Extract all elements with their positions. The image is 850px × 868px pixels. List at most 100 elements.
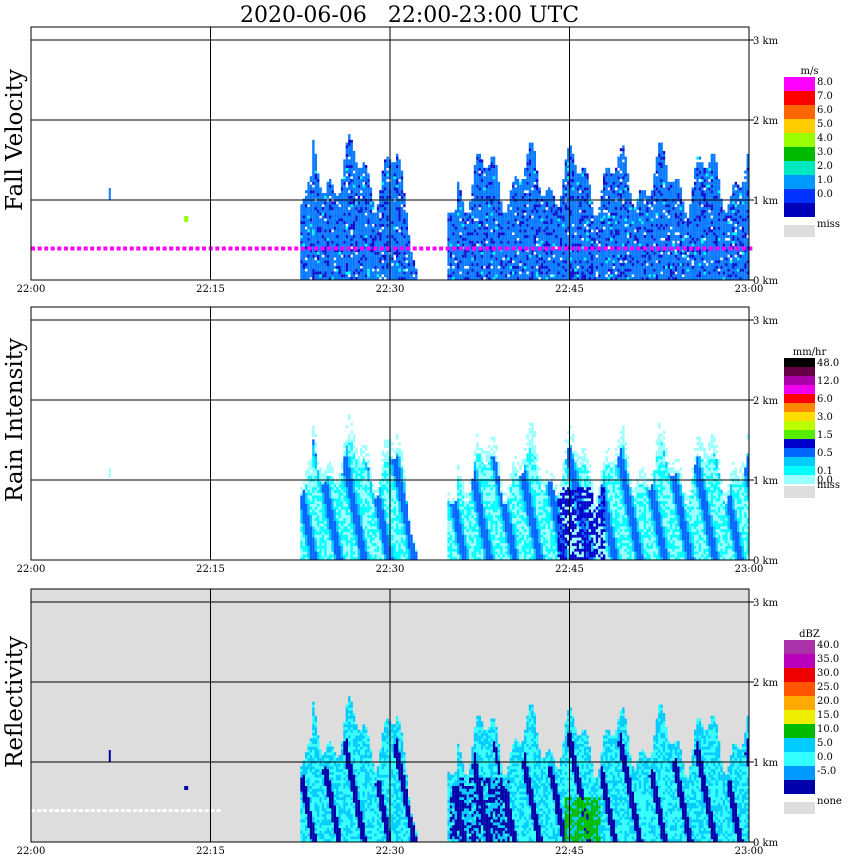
- clear-air-mark: [138, 809, 143, 812]
- bright-band-mark: [656, 246, 661, 251]
- colorbar-label: 15.0: [817, 710, 839, 721]
- colorbar-swatch: [784, 105, 815, 119]
- bright-band-mark: [452, 246, 457, 251]
- bright-band-mark: [83, 246, 88, 251]
- colorbar-swatch: [784, 367, 815, 376]
- colorbar-swatch: [784, 475, 815, 484]
- colorbar-swatch: [784, 654, 815, 668]
- bright-band-mark: [412, 246, 417, 251]
- bright-band-mark: [583, 246, 588, 251]
- bright-band-mark: [722, 246, 727, 251]
- colorbar-swatch: [784, 457, 815, 466]
- bright-band-mark: [123, 246, 128, 251]
- bright-band-mark: [649, 246, 654, 251]
- y-tick-label: 2 km: [753, 116, 779, 127]
- bright-band-mark: [715, 246, 720, 251]
- isolated-echo: [108, 750, 111, 762]
- bright-band-mark: [221, 246, 226, 251]
- bright-band-mark: [511, 246, 516, 251]
- bright-band-mark: [531, 246, 536, 251]
- colorbar-label: 1.0: [817, 175, 833, 186]
- colorbar-swatch: [784, 668, 815, 682]
- bright-band-mark: [406, 246, 411, 251]
- colorbar-swatch: [784, 439, 815, 448]
- y-tick-label: 0 km: [753, 556, 779, 567]
- chart-title: 2020-06-06 22:00-23:00 UTC: [240, 3, 579, 28]
- colorbar-label: 0.0: [817, 475, 833, 486]
- clear-air-mark: [174, 809, 179, 812]
- isolated-echo: [108, 188, 111, 200]
- bright-band-mark: [333, 246, 338, 251]
- colorbar-miss-swatch: [784, 486, 815, 498]
- bright-band-mark: [491, 246, 496, 251]
- bright-band-mark: [518, 246, 522, 251]
- bright-band-mark: [281, 246, 286, 251]
- colorbar-swatch: [784, 175, 815, 189]
- y-tick-label: 3 km: [753, 598, 779, 609]
- bright-band-mark: [287, 246, 292, 251]
- colorbar-swatch: [784, 412, 815, 421]
- bright-band-mark: [393, 246, 397, 251]
- bright-band-mark: [425, 246, 430, 251]
- colorbar-swatch: [784, 780, 815, 794]
- bright-band-mark: [261, 246, 266, 251]
- colorbar-unit: mm/hr: [793, 347, 827, 358]
- bright-band-mark: [728, 246, 733, 251]
- bright-band-mark: [735, 246, 740, 251]
- bright-band-mark: [629, 246, 634, 251]
- x-tick-label: 22:15: [196, 284, 225, 295]
- bright-band-mark: [182, 246, 187, 251]
- colorbar-swatch: [784, 376, 815, 385]
- colorbar-swatch: [784, 421, 815, 430]
- x-tick-label: 22:00: [17, 846, 46, 857]
- y-axis-label: Fall Velocity: [2, 69, 28, 211]
- clear-air-mark: [192, 809, 197, 812]
- bright-band-mark: [37, 246, 42, 251]
- bright-band-mark: [366, 246, 371, 251]
- colorbar-label: 0.0: [817, 752, 833, 763]
- bright-band-mark: [748, 246, 753, 251]
- bright-band-mark: [676, 246, 680, 251]
- bright-band-mark: [689, 246, 694, 251]
- clear-air-mark: [216, 809, 221, 812]
- bright-band-mark: [300, 246, 305, 251]
- bright-band-mark: [386, 246, 391, 251]
- colorbar-label: 10.0: [817, 724, 839, 735]
- bright-band-mark: [603, 246, 608, 251]
- clear-air-mark: [126, 809, 131, 812]
- bright-band-mark: [162, 246, 167, 251]
- bright-band-mark: [129, 246, 134, 251]
- colorbar-label: 5.0: [817, 738, 833, 749]
- x-tick-label: 23:00: [735, 564, 764, 575]
- bright-band-mark: [57, 246, 62, 251]
- bright-band-mark: [544, 246, 549, 251]
- bright-band-mark: [472, 246, 476, 251]
- colorbar-label: 25.0: [817, 682, 839, 693]
- clear-air-mark: [186, 809, 191, 812]
- clear-air-mark: [156, 809, 161, 812]
- colorbar-swatch: [784, 385, 815, 394]
- bright-band-mark: [50, 246, 55, 251]
- clear-air-mark: [60, 809, 65, 812]
- isolated-echo: [108, 468, 111, 478]
- bright-band-mark: [274, 246, 279, 251]
- x-tick-label: 22:30: [376, 284, 405, 295]
- colorbar-swatch: [784, 466, 815, 475]
- colorbar-label: 3.0: [817, 412, 833, 423]
- bright-band-mark: [741, 246, 746, 251]
- y-tick-label: 2 km: [753, 678, 779, 689]
- colorbar-swatch: [784, 640, 815, 654]
- bright-band-mark: [577, 246, 582, 251]
- isolated-echo: [184, 786, 189, 790]
- bright-band-mark: [524, 246, 529, 251]
- bright-band-mark: [373, 246, 378, 251]
- bright-band-mark: [610, 246, 615, 251]
- bright-band-mark: [419, 246, 424, 251]
- bright-band-mark: [116, 246, 121, 251]
- clear-air-mark: [120, 809, 125, 812]
- bright-band-mark: [346, 246, 351, 251]
- clear-air-mark: [198, 809, 203, 812]
- colorbar-swatch: [784, 203, 815, 217]
- y-tick-label: 3 km: [753, 36, 779, 47]
